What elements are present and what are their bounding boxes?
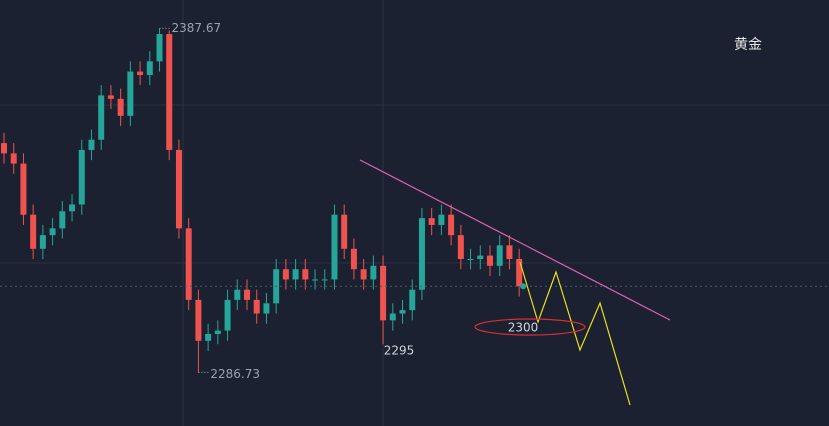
projection-path	[519, 261, 631, 406]
candle-body	[341, 214, 348, 249]
candle-body	[107, 95, 114, 99]
candle-body	[312, 279, 319, 281]
candle-body	[360, 269, 367, 280]
candle-body	[253, 299, 260, 314]
candle-body	[244, 289, 250, 300]
candle-body	[282, 269, 289, 280]
candle-body	[214, 330, 221, 334]
low-label: 2286.73	[210, 367, 260, 381]
candle-body	[506, 245, 513, 260]
candle-body	[331, 214, 338, 280]
plot	[0, 28, 829, 373]
candle-body	[175, 149, 182, 229]
candle-body	[88, 139, 95, 150]
candle-body	[321, 279, 328, 281]
last-price-dot	[520, 283, 527, 290]
annotation: 2300	[508, 321, 539, 335]
candle-body	[516, 259, 523, 287]
candle-body	[30, 214, 37, 249]
candle-body	[380, 265, 387, 321]
candle-body	[292, 269, 299, 280]
candle-body	[49, 228, 56, 236]
candle-body	[263, 303, 270, 314]
candle-body	[496, 245, 503, 266]
candle-body	[117, 98, 124, 116]
target-ellipse	[474, 318, 586, 336]
candle-body	[409, 289, 416, 311]
annotation: 2295	[384, 344, 415, 358]
candle-body	[137, 71, 144, 75]
candle-body	[205, 333, 212, 341]
candle-body	[350, 248, 357, 270]
candle-body	[457, 235, 464, 260]
candle-body	[195, 299, 202, 341]
candle-body	[399, 310, 406, 314]
candle-body	[438, 214, 445, 225]
candle-body	[448, 214, 455, 236]
candle-body	[10, 153, 17, 164]
candle-body	[166, 34, 173, 150]
candle-body	[477, 255, 484, 260]
candle-body	[1, 143, 7, 154]
trend-line	[359, 159, 671, 321]
candle-body	[69, 204, 76, 212]
candle-body	[302, 269, 309, 280]
candle-body	[370, 265, 377, 280]
candle-body	[234, 289, 241, 300]
candle-body	[418, 218, 425, 290]
candle-body	[224, 299, 231, 331]
candle-body	[59, 211, 66, 229]
candle-body	[98, 95, 105, 140]
candle-body	[185, 228, 192, 300]
candle-body	[428, 218, 435, 225]
candle-body	[78, 149, 85, 205]
chart-title: 黄金	[734, 36, 762, 53]
candle-body	[487, 255, 493, 266]
high-label: 2387.67	[172, 21, 222, 35]
candle-body	[146, 61, 153, 75]
candle-body	[127, 71, 134, 116]
candle-body	[39, 235, 46, 249]
candle-body	[20, 163, 27, 215]
candle-body	[389, 313, 396, 321]
candle-body	[156, 34, 163, 62]
candle-body	[467, 259, 474, 261]
